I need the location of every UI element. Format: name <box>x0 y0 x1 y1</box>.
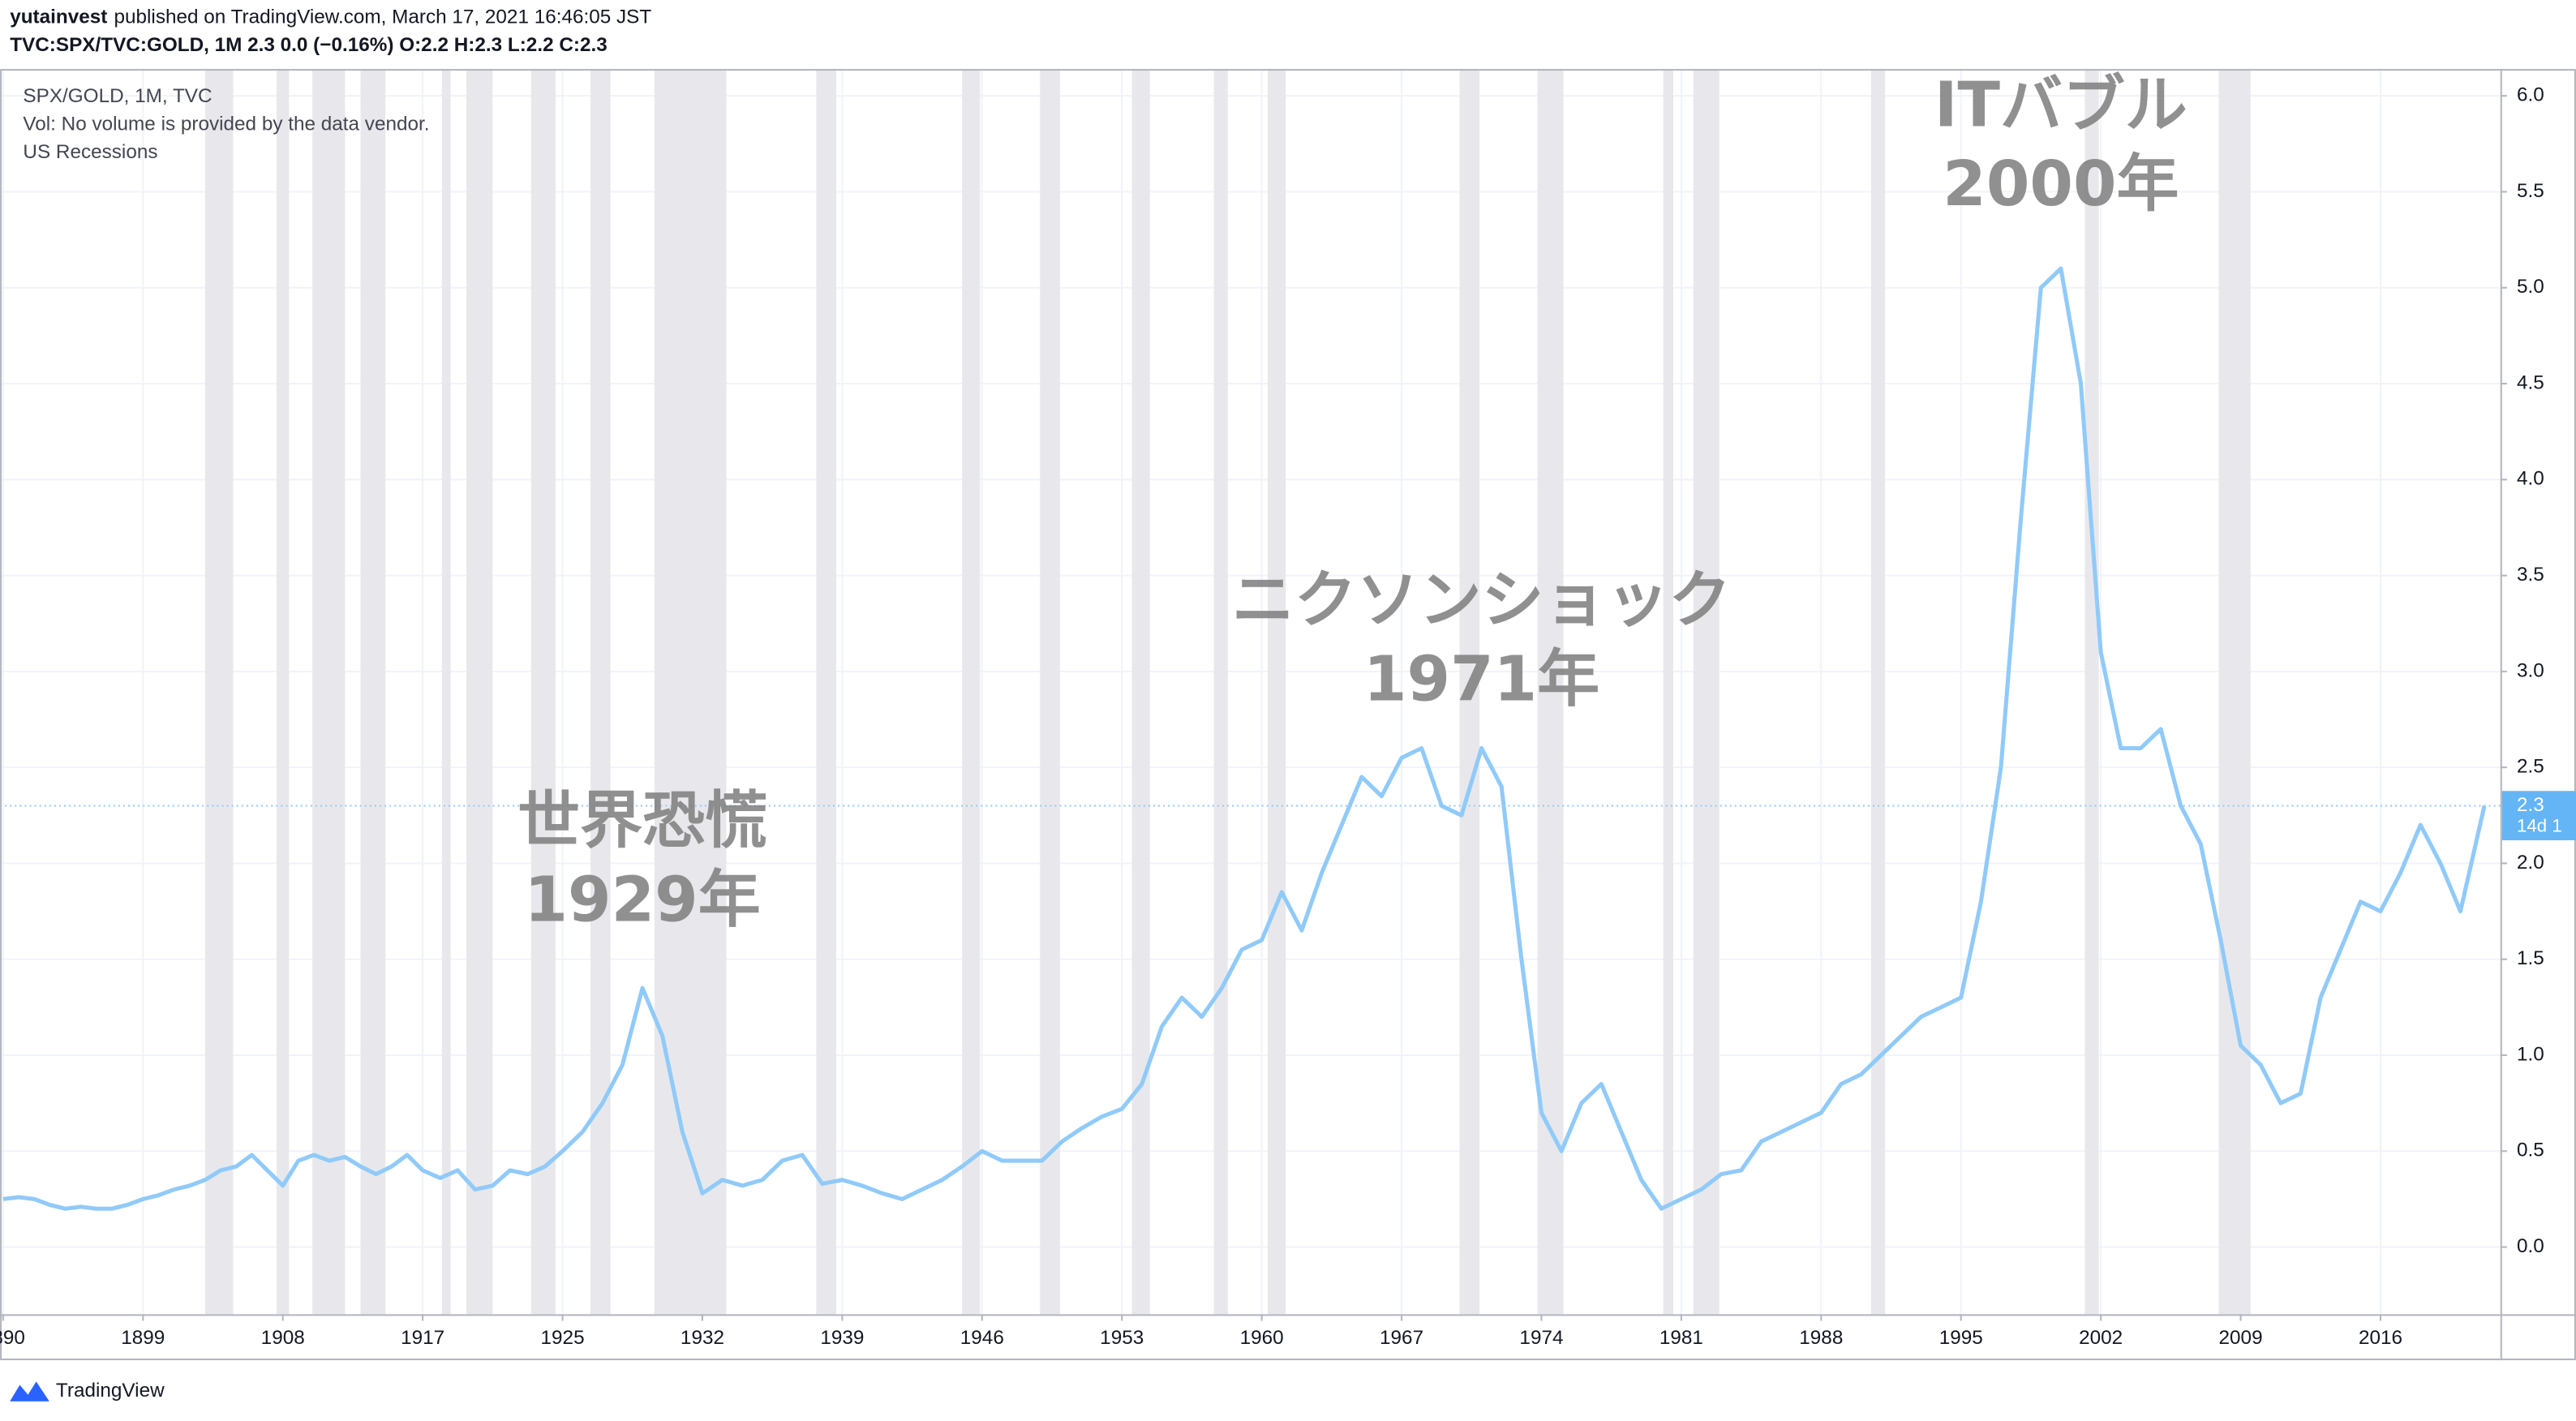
symbol-line: TVC:SPX/TVC:GOLD, 1M 2.3 0.0 (−0.16%) O:… <box>10 34 608 56</box>
x-tick-label: 2016 <box>2359 1327 2402 1349</box>
x-tick-label: 1925 <box>541 1327 585 1349</box>
x-tick-label: 1953 <box>1100 1327 1144 1349</box>
y-tick-label: 2.0 <box>2517 852 2544 874</box>
frame <box>0 69 2576 1361</box>
y-tick-label: 6.0 <box>2517 84 2544 106</box>
x-tick-label: 1899 <box>121 1327 165 1349</box>
y-tick-label: 5.0 <box>2517 276 2544 298</box>
price-line <box>2 266 2487 1211</box>
x-tick-label: 1988 <box>1799 1327 1843 1349</box>
x-tick-label: 2009 <box>2219 1327 2263 1349</box>
x-tick-label: 1939 <box>820 1327 864 1349</box>
y-tick-label: 3.5 <box>2517 564 2544 586</box>
x-tick-label: 1995 <box>1939 1327 1983 1349</box>
recession-band <box>1268 69 1286 1315</box>
y-tick-label: 3.0 <box>2517 659 2544 681</box>
recession-band <box>1131 69 1150 1315</box>
x-tick-label: 2002 <box>2079 1327 2123 1349</box>
logo-icon <box>10 1381 49 1402</box>
x-tick-label: 1908 <box>261 1327 305 1349</box>
recession-band <box>1040 69 1060 1315</box>
recession-band <box>1870 69 1886 1315</box>
x-tick-label: 1917 <box>401 1327 444 1349</box>
author: yutainvest <box>10 6 107 28</box>
recession-band <box>466 69 493 1315</box>
recession-band <box>277 69 290 1315</box>
recession-band <box>1213 69 1228 1315</box>
legend-recessions: US Recessions <box>23 141 157 163</box>
y-tick-label: 0.5 <box>2517 1140 2544 1161</box>
legend-series: SPX/GOLD, 1M, TVC <box>23 85 212 107</box>
y-tick-label: 0.0 <box>2517 1235 2544 1257</box>
y-tick-label: 5.5 <box>2517 180 2544 202</box>
annotation: ITバブル <box>1934 70 2187 142</box>
footer-logo: TradingView <box>10 1380 165 1402</box>
y-tick-label: 1.0 <box>2517 1043 2544 1065</box>
annotation: 1929年 <box>525 864 761 936</box>
recession-band <box>204 69 234 1315</box>
countdown-label: 14d 1 <box>2517 816 2562 836</box>
x-tick-label: 1890 <box>0 1327 25 1349</box>
y-tick-label: 4.0 <box>2517 468 2544 490</box>
last-value-label: 2.3 <box>2517 794 2544 816</box>
x-tick-label: 1967 <box>1380 1327 1423 1349</box>
recession-band <box>1459 69 1480 1315</box>
x-tick-label: 1932 <box>680 1327 724 1349</box>
y-tick-label: 2.5 <box>2517 756 2544 778</box>
annotation: 2000年 <box>1943 148 2179 221</box>
recession-band <box>2218 69 2251 1315</box>
brand: TradingView <box>56 1380 165 1402</box>
recession-band <box>530 69 556 1315</box>
annotation: 世界恐慌 <box>517 785 767 857</box>
last-value-tag <box>2501 791 2576 840</box>
x-tick-label: 1946 <box>960 1327 1004 1349</box>
recession-band <box>2084 69 2099 1315</box>
recession-band <box>441 69 451 1315</box>
annotation: 1971年 <box>1363 643 1599 715</box>
y-tick-label: 1.5 <box>2517 947 2544 969</box>
recession-band <box>816 69 837 1315</box>
recession-band <box>360 69 386 1315</box>
published: published on TradingView.com, March 17, … <box>114 6 652 28</box>
x-tick-label: 1960 <box>1240 1327 1284 1349</box>
annotation: ニクソンショック <box>1232 565 1732 637</box>
recession-band <box>1663 69 1674 1315</box>
recession-band <box>312 69 346 1315</box>
y-tick-label: 4.5 <box>2517 371 2544 393</box>
recession-band <box>962 69 981 1315</box>
recession-band <box>654 69 727 1315</box>
x-tick-label: 1981 <box>1659 1327 1703 1349</box>
header-line: yutainvest published on TradingView.com, … <box>10 6 651 28</box>
x-tick-label: 1974 <box>1519 1327 1563 1349</box>
legend-volume: Vol: No volume is provided by the data v… <box>23 113 429 135</box>
recession-band <box>1693 69 1719 1315</box>
recession-band <box>590 69 611 1315</box>
